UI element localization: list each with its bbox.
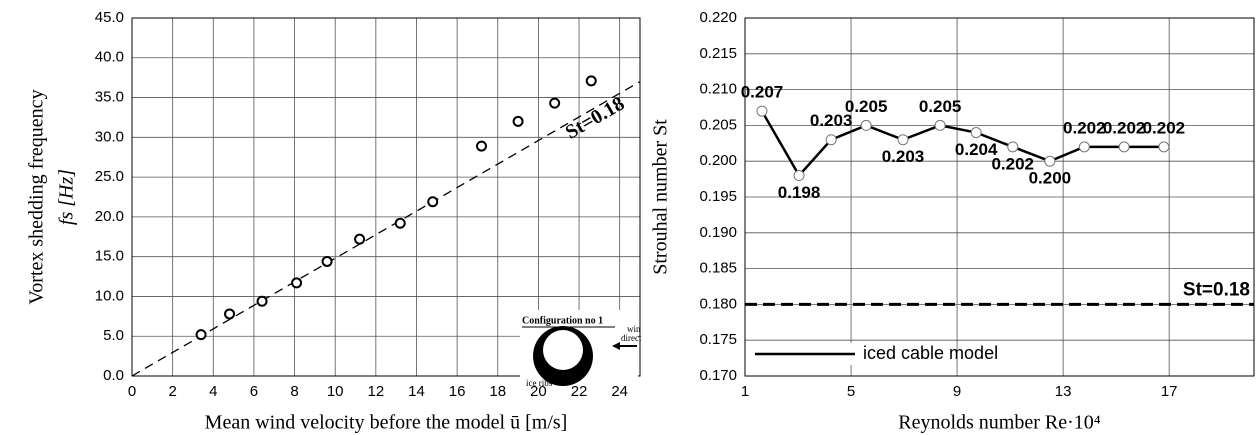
value-label: 0.205	[919, 97, 962, 116]
y-tick-label: 35.0	[95, 89, 124, 106]
point	[1044, 155, 1056, 167]
value-label: 0.202	[1143, 118, 1186, 137]
legend-label: iced cable model	[863, 343, 998, 363]
point	[897, 134, 909, 146]
inset: Configuration no 1 win direct ice ribs	[520, 310, 642, 388]
y-tick-label: 0.215	[699, 45, 737, 62]
arrow-head	[612, 342, 620, 350]
value-label: 0.203	[810, 111, 853, 130]
value-label: 0.205	[845, 97, 888, 116]
x-tick-label: 1	[741, 383, 749, 400]
point	[825, 134, 837, 146]
x-tick-label: 13	[1055, 383, 1072, 400]
point	[354, 233, 366, 245]
reference-label: St=0.18	[562, 92, 629, 143]
point	[1078, 141, 1090, 153]
x-tick-label: 6	[250, 383, 258, 400]
y-tick-label: 0.175	[699, 331, 737, 348]
point	[1007, 141, 1019, 153]
point	[756, 105, 768, 117]
point	[394, 217, 406, 229]
y-tick-label: 20.0	[95, 208, 124, 225]
reference-label: St=0.18	[1183, 279, 1250, 300]
point	[512, 115, 524, 127]
y-axis-label: fs [Hz]	[56, 169, 78, 225]
wind-label: win	[627, 324, 641, 334]
y-tick-label: 0.0	[103, 367, 124, 384]
y-axis-label: Vortex shedding frequency	[26, 89, 48, 304]
point	[934, 119, 946, 131]
x-tick-label: 8	[290, 383, 298, 400]
point	[549, 97, 561, 109]
x-tick-label: 12	[367, 383, 384, 400]
y-tick-label: 0.220	[699, 9, 737, 26]
point	[970, 127, 982, 139]
wind-label: direct	[621, 333, 642, 343]
series-line	[760, 110, 1164, 178]
point	[224, 308, 236, 320]
y-axis-label: Strouhal number St	[650, 119, 672, 275]
value-label: 0.202	[991, 154, 1034, 173]
x-tick-label: 24	[611, 383, 628, 400]
value-label: 0.204	[955, 140, 998, 159]
y-tick-label: 0.210	[699, 81, 737, 98]
y-tick-label: 30.0	[95, 128, 124, 145]
y-tick-label: 0.185	[699, 260, 737, 277]
reference-line	[131, 81, 641, 377]
cable-core	[543, 330, 583, 370]
x-tick-label: 20	[530, 383, 547, 400]
point	[793, 170, 805, 182]
point	[195, 329, 207, 341]
plot-frame	[131, 17, 641, 377]
x-tick-label: 17	[1161, 383, 1178, 400]
point	[476, 140, 488, 152]
x-tick-label: 18	[489, 383, 506, 400]
y-tick-label: 15.0	[95, 248, 124, 265]
value-label: 0.200	[1029, 169, 1072, 188]
value-label: 0.203	[882, 147, 925, 166]
x-tick-label: 0	[128, 383, 136, 400]
value-label: 0.202	[1063, 118, 1106, 137]
y-tick-label: 0.205	[699, 116, 737, 133]
x-tick-label: 2	[168, 383, 176, 400]
x-tick-label: 4	[209, 383, 217, 400]
point	[860, 119, 872, 131]
point	[1118, 141, 1130, 153]
value-label: 0.207	[741, 83, 784, 102]
y-tick-label: 45.0	[95, 9, 124, 26]
x-axis-label: Reynolds number Re·10⁴	[898, 412, 1101, 434]
point	[256, 295, 268, 307]
point	[427, 196, 439, 208]
y-tick-label: 0.200	[699, 152, 737, 169]
ribs-label: ice ribs	[526, 378, 553, 388]
point	[585, 75, 597, 87]
y-tick-label: 5.0	[103, 327, 124, 344]
plot-frame	[744, 17, 1255, 377]
inset-title: Configuration no 1	[522, 315, 603, 326]
point	[321, 255, 333, 267]
y-tick-label: 10.0	[95, 287, 124, 304]
x-tick-label: 9	[953, 383, 961, 400]
x-tick-label: 5	[847, 383, 855, 400]
value-label: 0.198	[778, 183, 821, 202]
y-tick-label: 0.195	[699, 188, 737, 205]
value-label: 0.202	[1103, 118, 1146, 137]
y-tick-label: 40.0	[95, 49, 124, 66]
y-tick-label: 0.190	[699, 224, 737, 241]
y-tick-label: 25.0	[95, 168, 124, 185]
x-tick-label: 22	[571, 383, 588, 400]
point	[291, 277, 303, 289]
x-axis-label: Mean wind velocity before the model ū [m…	[205, 412, 568, 434]
y-tick-label: 0.180	[699, 295, 737, 312]
x-tick-label: 16	[449, 383, 466, 400]
y-tick-label: 0.170	[699, 367, 737, 384]
x-tick-label: 10	[327, 383, 344, 400]
point	[1158, 141, 1170, 153]
x-tick-label: 14	[408, 383, 425, 400]
